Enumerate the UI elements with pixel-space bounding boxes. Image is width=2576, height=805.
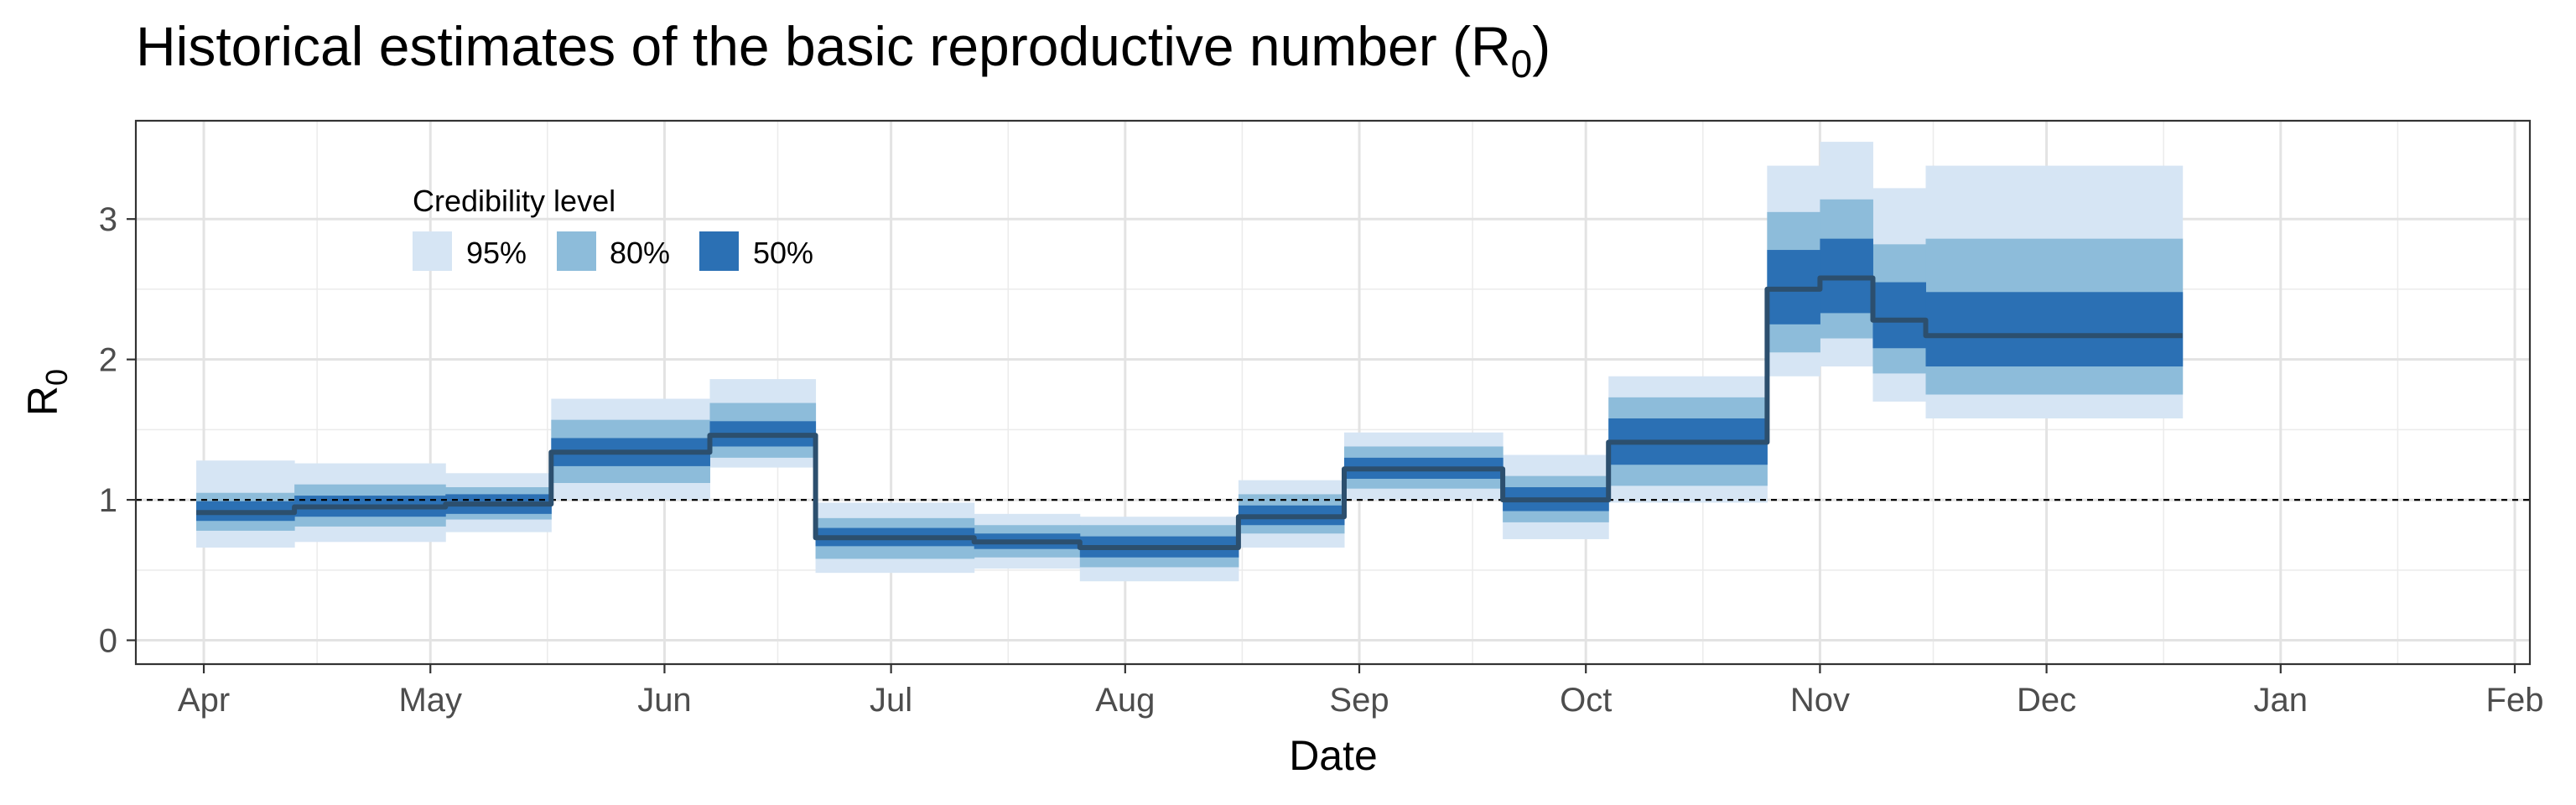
x-tick-label-feb: Feb <box>2486 682 2544 719</box>
legend-swatch-50 <box>699 231 739 271</box>
median-line <box>196 275 2183 550</box>
x-tick-label-apr: Apr <box>178 682 230 719</box>
legend-swatch-95 <box>413 231 452 271</box>
y-tick-label: 1 <box>99 482 117 519</box>
band-50-segment <box>1872 282 1926 349</box>
x-tick-label-jul: Jul <box>870 682 912 719</box>
x-tick-label-dec: Dec <box>2017 682 2076 719</box>
legend-title: Credibility level <box>413 184 615 218</box>
y-tick-label: 3 <box>99 201 117 238</box>
y-axis-title-main: R <box>19 386 66 416</box>
y-axis-title: R0 <box>19 369 74 416</box>
plot-border <box>134 119 2532 666</box>
x-tick-label-nov: Nov <box>1790 682 1850 719</box>
y-tick-label: 2 <box>99 342 117 379</box>
legend-label-80: 80% <box>610 236 670 270</box>
chart-title-subscript: 0 <box>1511 42 1533 86</box>
x-tick-label-oct: Oct <box>1560 682 1612 719</box>
chart-title: Historical estimates of the basic reprod… <box>136 15 1550 86</box>
x-tick-label-sep: Sep <box>1329 682 1389 719</box>
x-tick-label-jun: Jun <box>637 682 692 719</box>
band-50-segment <box>1925 292 2184 367</box>
x-tick-label-may: May <box>398 682 462 719</box>
legend: Credibility level 95% 80% 50% <box>413 184 813 271</box>
chart-title-end: ) <box>1532 15 1550 77</box>
legend-label-50: 50% <box>753 236 813 270</box>
x-tick-label-jan: Jan <box>2254 682 2309 719</box>
y-tick-label: 0 <box>99 623 117 660</box>
legend-swatch-80 <box>557 231 596 271</box>
x-axis: Apr May Jun Jul Aug Sep Oct Nov Dec Jan Feb <box>178 664 2544 719</box>
y-axis: 0 1 2 3 <box>99 201 136 660</box>
legend-label-95: 95% <box>466 236 527 270</box>
median-layer <box>196 275 2183 550</box>
x-tick-label-aug: Aug <box>1095 682 1155 719</box>
x-axis-title: Date <box>1289 732 1378 779</box>
chart-title-main: Historical estimates of the basic reprod… <box>136 15 1511 77</box>
y-axis-title-subscript: 0 <box>39 369 74 386</box>
